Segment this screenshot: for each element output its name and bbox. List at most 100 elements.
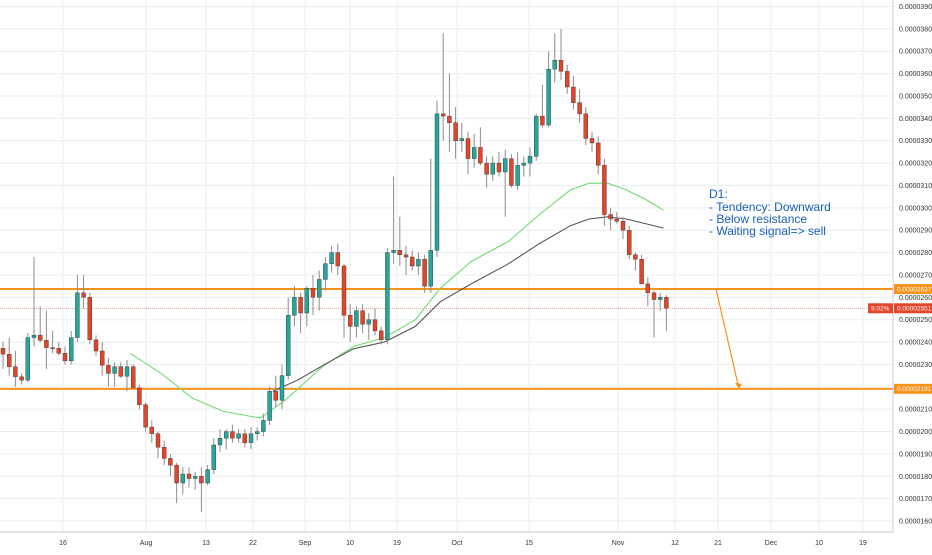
candle-down: [403, 254, 409, 258]
candle-down: [149, 426, 155, 434]
candle-down: [589, 138, 595, 144]
grid: [0, 0, 893, 532]
candle-up: [205, 469, 210, 484]
candle-down: [93, 339, 99, 352]
x-tick-label: 19: [859, 540, 867, 547]
candle-down: [509, 158, 514, 186]
candle-down: [372, 319, 378, 332]
candle-up: [248, 433, 254, 443]
annotation-text: D1: - Tendency: Downward - Below resista…: [709, 187, 831, 238]
candle-down: [230, 431, 235, 439]
x-tick-label: 19: [393, 540, 401, 547]
candle-down: [242, 433, 248, 443]
candle-down: [571, 86, 576, 103]
candle-down: [651, 292, 657, 300]
candle-up: [124, 366, 130, 377]
current-price-tag: [894, 303, 932, 314]
candle-down: [614, 218, 619, 222]
candles: [0, 28, 669, 513]
candle-down: [627, 230, 632, 256]
candle-up: [304, 288, 309, 314]
candle-down: [583, 113, 588, 139]
candle-down: [602, 165, 607, 215]
support-price-tag: [894, 383, 932, 394]
candle-down: [168, 458, 173, 466]
x-tick-label: Dec: [765, 540, 778, 547]
candle-up: [267, 391, 272, 421]
candle-down: [310, 288, 316, 298]
axes: [0, 0, 894, 533]
candle-down: [577, 102, 582, 115]
x-tick-label: 10: [346, 540, 354, 547]
change-tag: [868, 303, 893, 314]
candle-up: [261, 420, 266, 432]
candle-down: [273, 391, 278, 401]
projection-line: [715, 288, 740, 389]
resistance-price-tag: [894, 284, 932, 295]
candle-down: [50, 347, 55, 349]
candle-up: [534, 115, 539, 157]
candle-down: [137, 387, 142, 405]
y-tick-label: 0.00001600: [899, 519, 932, 526]
candle-down: [87, 297, 93, 341]
candle-up: [385, 252, 390, 341]
candle-down: [645, 283, 650, 294]
candle-down: [484, 162, 489, 175]
candle-up: [31, 334, 37, 338]
change-label: 9.02%: [871, 306, 890, 313]
candle-up: [192, 476, 198, 479]
support-price-label: 0.00002191: [897, 386, 932, 393]
candle-up: [546, 68, 551, 126]
candle-down: [130, 366, 136, 389]
candle-up: [223, 431, 229, 439]
projection-arrowhead: [735, 382, 742, 389]
x-axis-ticks: 16 Aug 13 22 Sep 10 19 Oct 15 Nov 12 21 Dec 10 19: [59, 540, 867, 547]
candle-down: [341, 265, 347, 316]
candle-down: [106, 365, 111, 374]
candle-down: [639, 259, 644, 285]
price-tags: 0.00002637 0.00002191 9.02% 0.00002551: [868, 284, 932, 394]
annotation-line-2: - Tendency: Downward: [709, 200, 831, 214]
x-tick-label: 16: [59, 540, 67, 547]
candle-down: [596, 142, 601, 166]
candle-down: [298, 297, 303, 314]
projection-arrow: [715, 288, 742, 389]
candle-up: [428, 250, 433, 287]
candle-up: [391, 250, 396, 253]
candle-up: [211, 444, 217, 470]
candle-down: [161, 447, 167, 459]
x-tick-label: 15: [525, 540, 533, 547]
candle-up: [279, 375, 285, 401]
annotation-line-4: - Waiting signal=> sell: [709, 224, 826, 238]
candle-down: [410, 256, 415, 267]
candle-up: [552, 59, 557, 70]
x-tick-label: Nov: [612, 540, 625, 547]
candle-up: [180, 473, 186, 484]
candle-up: [366, 319, 371, 325]
candle-up: [658, 297, 663, 300]
candle-up: [236, 433, 241, 439]
candle-down: [0, 348, 6, 355]
candle-down: [19, 376, 24, 381]
candle-down: [199, 476, 204, 484]
candle-down: [558, 59, 564, 72]
candle-up: [75, 292, 80, 338]
x-tick-label: 13: [202, 540, 210, 547]
annotation-line-3: - Below resistance: [709, 212, 807, 226]
candle-down: [99, 350, 105, 366]
candle-down: [441, 113, 446, 117]
candle-down: [422, 259, 427, 287]
candle-up: [25, 337, 30, 381]
